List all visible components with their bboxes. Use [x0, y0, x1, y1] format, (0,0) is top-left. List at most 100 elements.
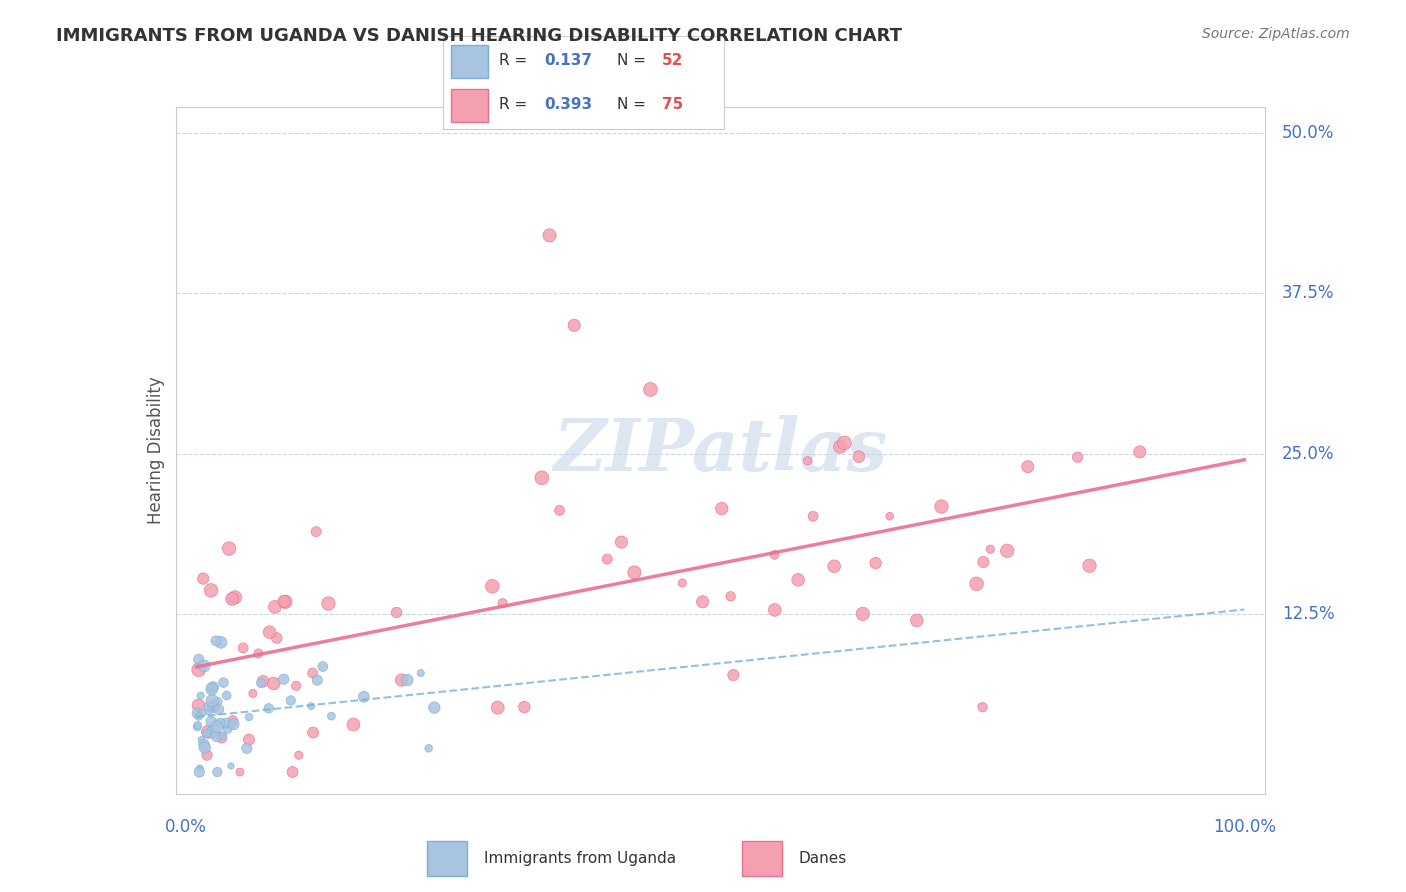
Text: R =: R = — [499, 96, 533, 112]
Point — [191, 706, 214, 720]
Point — [409, 666, 432, 681]
Point — [214, 716, 236, 731]
Point — [321, 709, 343, 723]
Point — [318, 597, 340, 611]
Text: 75: 75 — [662, 96, 683, 112]
Point — [207, 765, 229, 780]
Point — [209, 716, 232, 731]
Point — [187, 652, 209, 666]
Text: 0.137: 0.137 — [544, 54, 592, 69]
Point — [188, 765, 211, 780]
Point — [217, 722, 239, 736]
Point — [905, 614, 928, 628]
Point — [186, 706, 208, 721]
Point — [931, 500, 953, 514]
Point — [596, 552, 619, 566]
Point — [247, 647, 270, 661]
Point — [418, 741, 440, 756]
Point — [640, 383, 662, 397]
FancyBboxPatch shape — [451, 89, 488, 122]
Text: 37.5%: 37.5% — [1282, 285, 1334, 302]
Point — [848, 450, 870, 464]
Point — [972, 555, 994, 569]
Point — [548, 503, 571, 517]
Point — [187, 709, 209, 723]
Point — [1017, 459, 1039, 474]
Point — [187, 663, 209, 677]
Point — [342, 717, 364, 731]
Point — [211, 731, 233, 745]
Point — [823, 559, 845, 574]
Point — [186, 720, 208, 734]
Point — [972, 700, 994, 714]
Text: IMMIGRANTS FROM UGANDA VS DANISH HEARING DISABILITY CORRELATION CHART: IMMIGRANTS FROM UGANDA VS DANISH HEARING… — [56, 27, 903, 45]
Point — [623, 566, 645, 580]
Point — [250, 676, 273, 690]
Text: 0.0%: 0.0% — [165, 818, 207, 836]
Text: 0.393: 0.393 — [544, 96, 592, 112]
Point — [200, 583, 222, 598]
Point — [671, 576, 693, 591]
Point — [979, 542, 1001, 557]
Point — [879, 509, 901, 524]
Point — [307, 673, 329, 688]
Point — [513, 700, 536, 714]
Point — [193, 659, 215, 673]
Text: Danes: Danes — [799, 851, 846, 866]
Point — [208, 702, 231, 716]
Point — [274, 595, 297, 609]
Point — [423, 700, 446, 714]
Point — [201, 725, 224, 739]
Text: 50.0%: 50.0% — [1282, 124, 1334, 142]
Point — [238, 710, 260, 724]
Point — [966, 577, 988, 591]
Point — [221, 591, 243, 606]
Point — [219, 759, 242, 773]
Point — [195, 726, 218, 740]
Point — [205, 633, 228, 648]
Point — [302, 725, 325, 739]
FancyBboxPatch shape — [427, 841, 467, 876]
Point — [486, 700, 509, 714]
Text: R =: R = — [499, 54, 533, 69]
Point — [202, 699, 225, 714]
Point — [205, 720, 228, 734]
Point — [1129, 445, 1152, 459]
Point — [198, 704, 221, 718]
Y-axis label: Hearing Disability: Hearing Disability — [146, 376, 165, 524]
Point — [796, 454, 818, 468]
Point — [312, 659, 335, 673]
Point — [610, 535, 633, 549]
Point — [201, 694, 224, 708]
Point — [190, 689, 212, 703]
Point — [232, 640, 254, 655]
Point — [720, 590, 742, 604]
Point — [995, 543, 1018, 558]
Text: N =: N = — [617, 96, 651, 112]
Point — [252, 674, 274, 689]
Point — [763, 603, 786, 617]
Point — [852, 607, 875, 621]
Point — [259, 625, 281, 640]
Point — [787, 573, 810, 587]
Point — [281, 765, 304, 780]
Point — [202, 680, 225, 694]
Point — [201, 681, 224, 696]
Point — [195, 748, 218, 763]
Point — [723, 668, 745, 682]
Point — [273, 672, 295, 686]
Point — [187, 718, 209, 732]
Point — [222, 714, 245, 728]
Point — [865, 556, 887, 570]
Point — [212, 675, 235, 690]
Point — [830, 440, 852, 454]
Point — [209, 635, 232, 649]
Point — [391, 673, 413, 687]
Point — [224, 591, 246, 605]
Point — [562, 318, 585, 333]
Text: 12.5%: 12.5% — [1282, 605, 1334, 624]
Point — [197, 724, 219, 739]
Point — [266, 631, 288, 645]
Point — [205, 729, 228, 743]
Point — [273, 594, 295, 608]
